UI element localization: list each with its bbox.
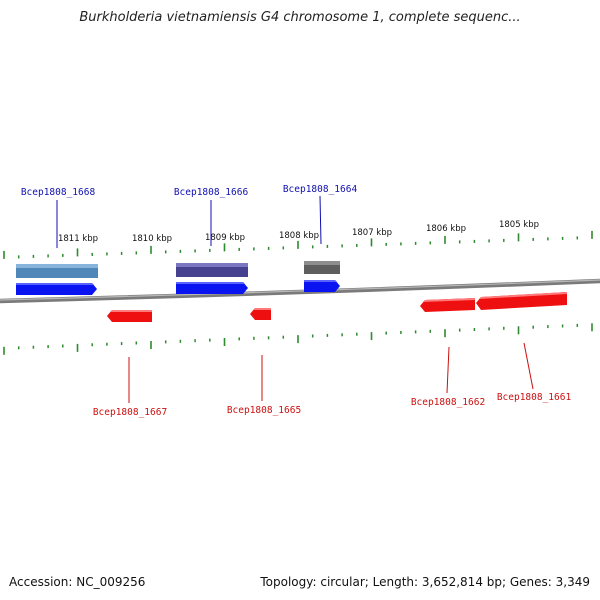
gene-bar-1666-highlight (176, 263, 248, 267)
gene-label-1665[interactable]: Bcep1808_1665 (227, 405, 301, 416)
scale-label-1809: 1809 kbp (205, 233, 245, 243)
chromosome-backbone-highlight (0, 279, 600, 301)
scale-label-1805: 1805 kbp (499, 220, 539, 230)
leader-line-1662 (446, 346, 450, 394)
gene-label-1664[interactable]: Bcep1808_1664 (283, 184, 358, 195)
gene-arrow-1667[interactable] (107, 310, 152, 322)
gene-label-1661[interactable]: Bcep1808_1661 (497, 392, 572, 403)
gene-arrow-1668-shine (16, 283, 94, 285)
accession-text: Accession: NC_009256 (9, 575, 146, 589)
gene-arrow-1662-shine (423, 298, 475, 302)
gene-bar-1668-highlight (16, 264, 98, 268)
gene-label-1662[interactable]: Bcep1808_1662 (411, 397, 485, 408)
gene-label-1668[interactable]: Bcep1808_1668 (21, 187, 96, 198)
gene-arrow-1665-shine (253, 308, 271, 310)
gene-arrow-1667-shine (110, 310, 152, 312)
scale-label-1810: 1810 kbp (132, 234, 172, 244)
gene-arrow-1666[interactable] (176, 282, 248, 294)
lower-tick-track (3, 323, 593, 355)
chromosome-backbone (0, 278, 600, 304)
map-title: Burkholderia vietnamiensis G4 chromosome… (79, 10, 521, 25)
gene-label-1666[interactable]: Bcep1808_1666 (174, 187, 249, 198)
gene-arrow-1665[interactable] (250, 308, 271, 320)
gene-bar-1664-highlight (304, 261, 340, 265)
scale-label-1807: 1807 kbp (352, 228, 392, 238)
leader-line-1661 (523, 342, 534, 390)
gene-arrow-1668[interactable] (16, 283, 97, 295)
gene-arrow-1661-shine (479, 292, 567, 299)
gene-arrow-1666-shine (176, 282, 245, 284)
scale-label-1806: 1806 kbp (426, 224, 466, 234)
scale-label-1808: 1808 kbp (279, 231, 319, 241)
gene-arrow-1664-shine (304, 280, 337, 282)
gene-label-1667[interactable]: Bcep1808_1667 (93, 407, 167, 418)
gene-arrow-1664[interactable] (304, 280, 340, 292)
scale-label-1811: 1811 kbp (58, 234, 98, 244)
leader-line-1664 (319, 195, 322, 245)
topology-summary: Topology: circular; Length: 3,652,814 bp… (260, 575, 590, 589)
upper-tick-track (3, 230, 593, 259)
